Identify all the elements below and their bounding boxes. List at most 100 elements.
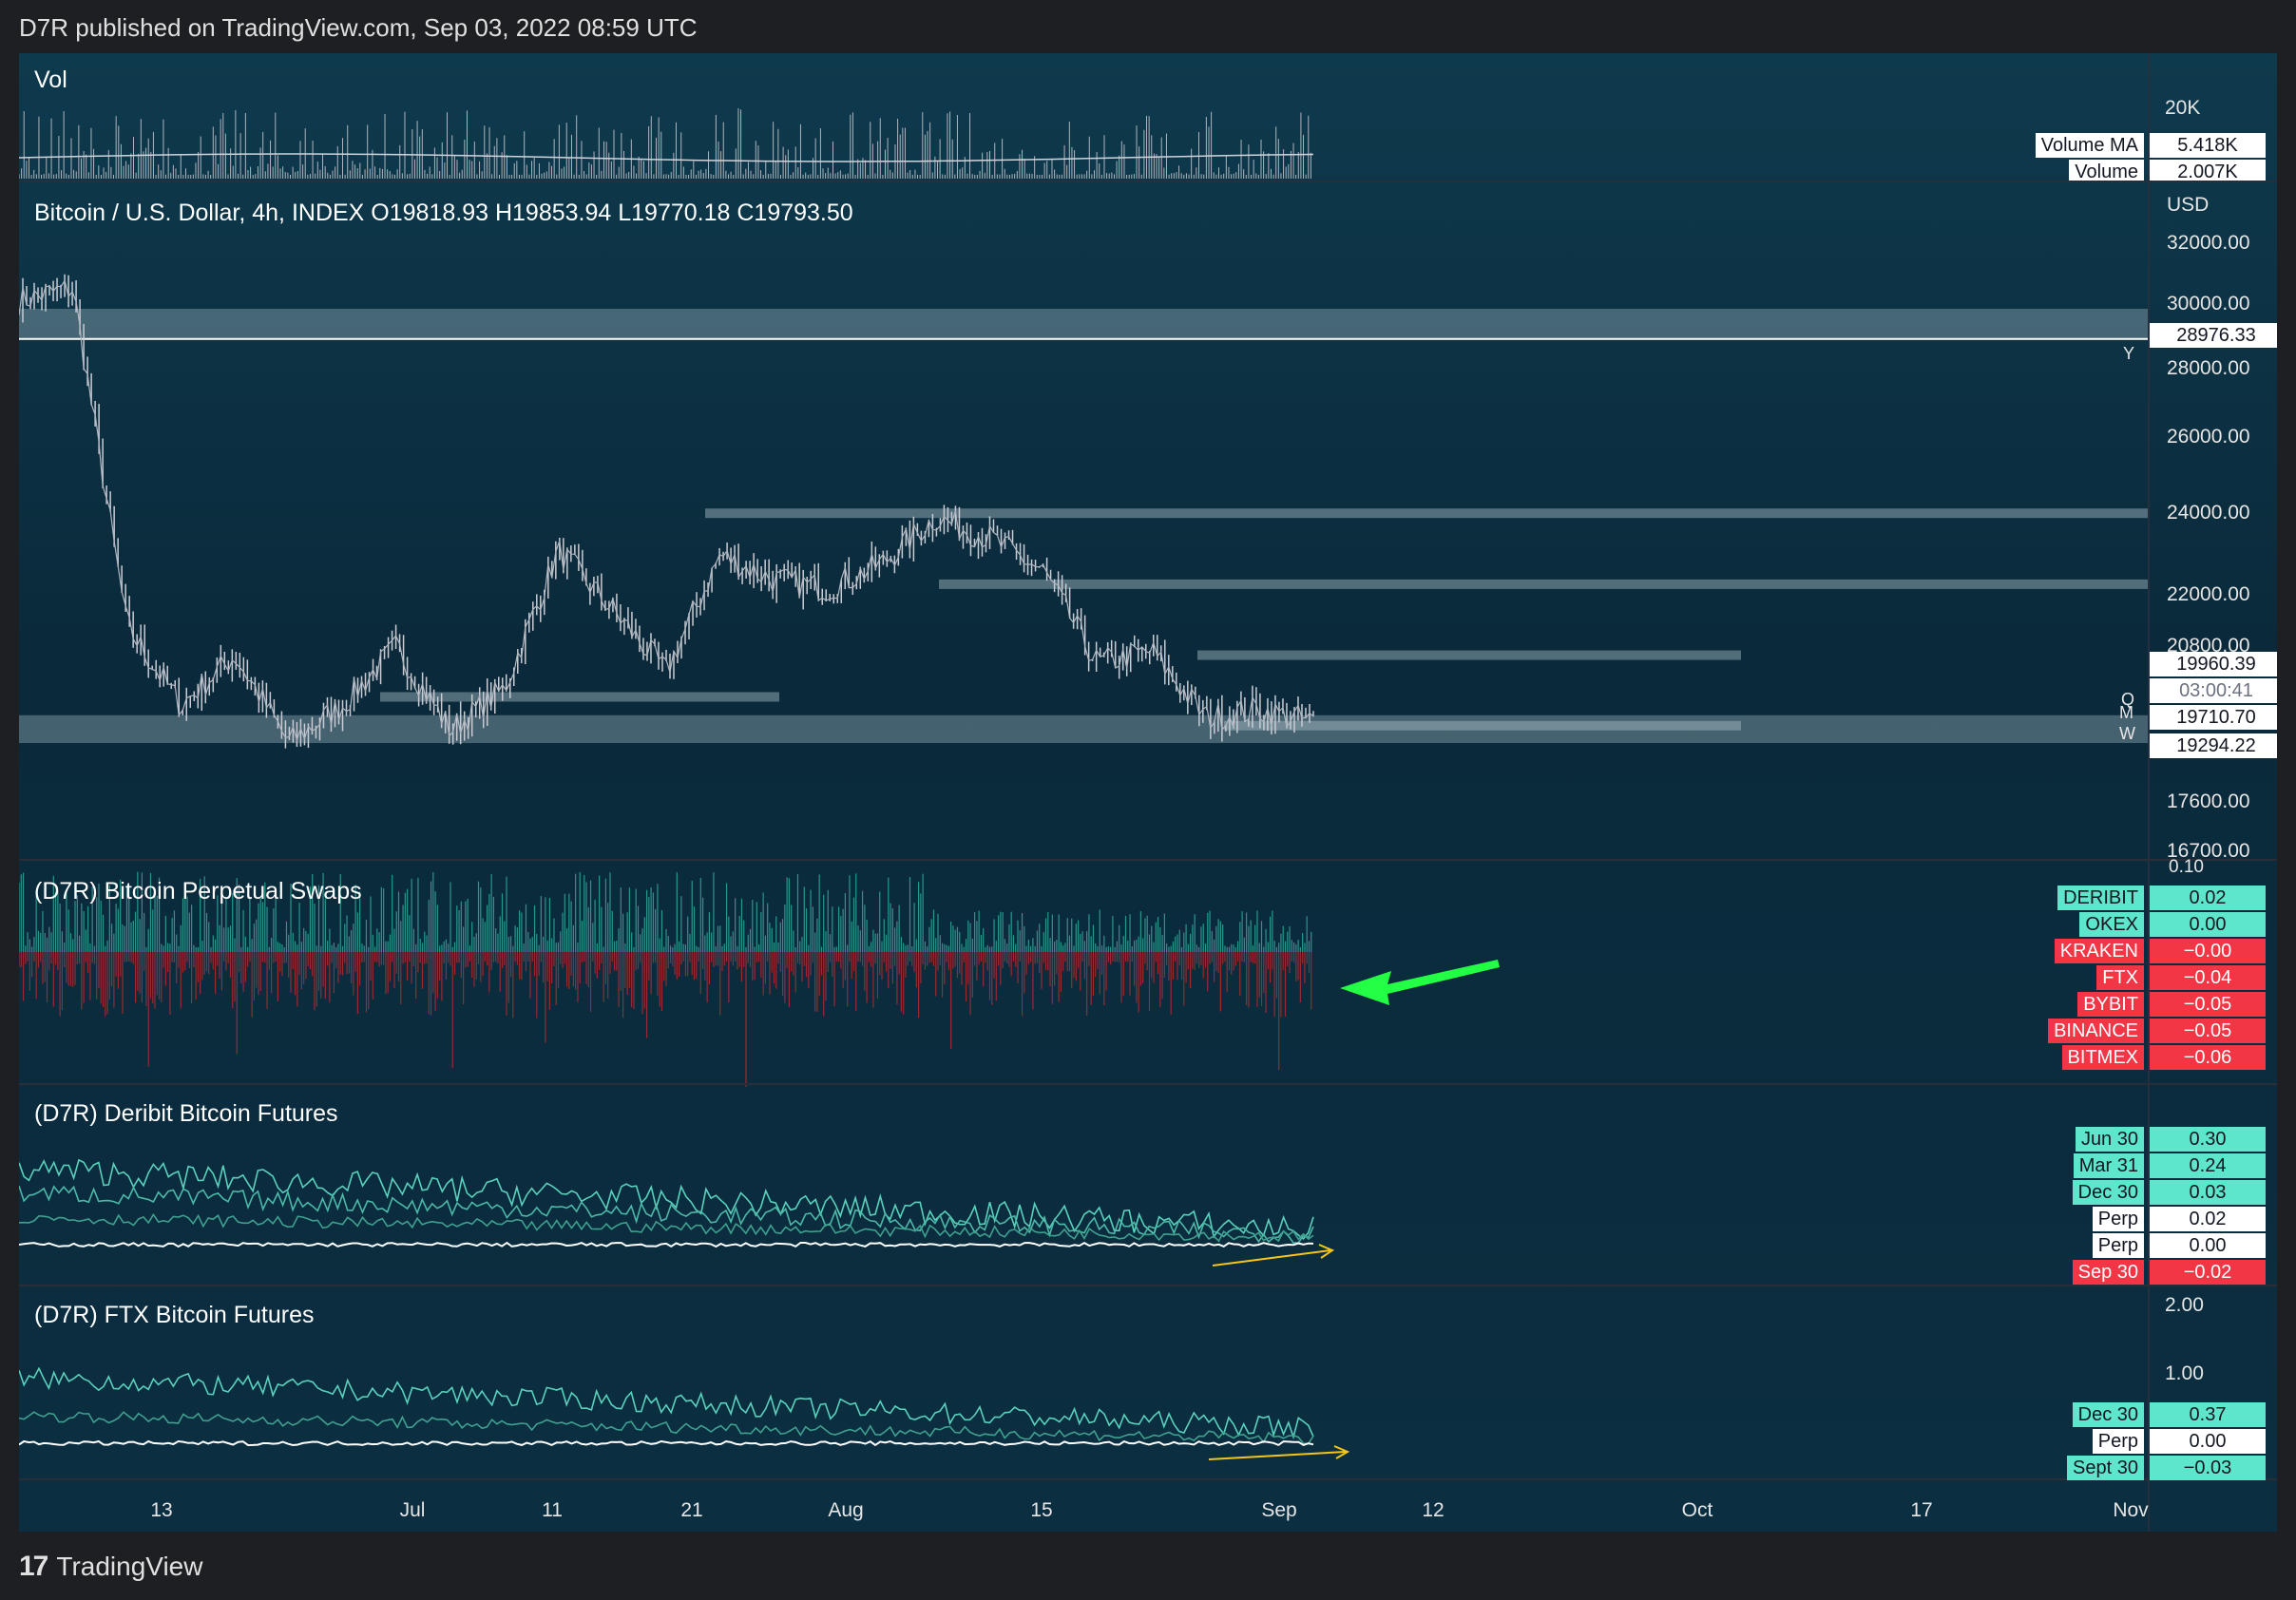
price-axis-tick: 17600.00 xyxy=(2167,790,2250,812)
ftx-sept30-line xyxy=(19,1411,1314,1445)
level-marker-m: M xyxy=(2119,703,2133,722)
ftx-legend-label: Dec 30 xyxy=(2072,1402,2144,1427)
volume-ma-value: 5.418K xyxy=(2150,133,2266,158)
bar-countdown-label: 03:00:41 xyxy=(2150,678,2277,703)
price-level-band xyxy=(1197,650,1741,660)
volume-ma-line xyxy=(19,153,1314,162)
swaps-legend-label: BINANCE xyxy=(2048,1019,2144,1043)
swaps-legend-value: −0.00 xyxy=(2150,939,2266,963)
price-axis-tick: 26000.00 xyxy=(2167,426,2250,448)
ftx-axis-tick: 1.00 xyxy=(2165,1362,2204,1384)
x-axis-tick: Oct xyxy=(1681,1499,1713,1521)
deribit-legend-label: Mar 31 xyxy=(2073,1153,2144,1178)
footer-brand[interactable]: 17 TradingView xyxy=(19,1551,202,1583)
swaps-legend-label: KRAKEN xyxy=(2054,939,2144,963)
swaps-legend-label: FTX xyxy=(2096,965,2144,990)
deribit-legend-label: Sep 30 xyxy=(2072,1260,2144,1285)
x-axis-tick: Sep xyxy=(1261,1499,1297,1521)
swaps-legend-value: 0.02 xyxy=(2150,886,2266,910)
x-axis-tick: Aug xyxy=(828,1499,864,1521)
swaps-axis-tick: 0.10 xyxy=(2169,857,2204,877)
ftx-trend-arrow-head xyxy=(1333,1445,1350,1459)
monthly-level-label: 19710.70 xyxy=(2150,705,2277,730)
pane-separator-swaps[interactable] xyxy=(19,1083,2277,1085)
level-marker-w: W xyxy=(2119,724,2135,743)
price-axis-tick: 28000.00 xyxy=(2167,357,2250,379)
ftx-dec30-line xyxy=(19,1366,1314,1440)
deribit-legend-value: 0.03 xyxy=(2150,1180,2266,1205)
swaps-legend-value: 0.00 xyxy=(2150,912,2266,937)
price-zone-w xyxy=(19,714,2148,744)
deribit-trend-arrow xyxy=(1212,1249,1331,1267)
green-arrow-icon xyxy=(1340,960,1500,1005)
ftx-axis-tick: 2.00 xyxy=(2165,1294,2204,1316)
ftx-perp-line xyxy=(19,1439,1314,1447)
x-axis-tick: Nov xyxy=(2113,1499,2149,1521)
x-axis-tick: 15 xyxy=(1030,1499,1053,1521)
ftx-legend-label: Perp xyxy=(2092,1429,2144,1454)
swaps-pane-title[interactable]: (D7R) Bitcoin Perpetual Swaps xyxy=(34,878,362,905)
pane-separator-vol[interactable] xyxy=(19,181,2277,182)
deribit-jun30-line xyxy=(19,1158,1314,1241)
tradingview-brand-text: TradingView xyxy=(56,1552,203,1581)
deribit-legend-value: 0.00 xyxy=(2150,1233,2266,1258)
pane-separator-ftx[interactable] xyxy=(19,1478,2277,1480)
swaps-legend-value: −0.05 xyxy=(2150,992,2266,1017)
ftx-legend-value: −0.03 xyxy=(2150,1456,2266,1480)
price-axis-tick: 22000.00 xyxy=(2167,583,2250,605)
ftx-legend-value: 0.37 xyxy=(2150,1402,2266,1427)
swaps-legend-label: BYBIT xyxy=(2077,992,2144,1017)
price-level-band xyxy=(939,579,2148,589)
price-level-band xyxy=(705,508,2148,519)
swaps-legend-value: −0.05 xyxy=(2150,1019,2266,1043)
price-level-band xyxy=(380,692,779,702)
deribit-legend-label: Perp xyxy=(2092,1233,2144,1258)
price-axis-tick: 30000.00 xyxy=(2167,293,2250,314)
deribit-legend-label: Jun 30 xyxy=(2075,1127,2144,1152)
ftx-trend-arrow xyxy=(1208,1451,1347,1460)
volume-ma-label: Volume MA xyxy=(2035,133,2144,158)
deribit-dec30-line xyxy=(19,1212,1314,1243)
price-axis-tick: 20800.00 xyxy=(2167,635,2250,657)
ftx-pane-title[interactable]: (D7R) FTX Bitcoin Futures xyxy=(34,1302,315,1328)
yearly-level-label: 28976.33 xyxy=(2150,323,2277,348)
x-axis-tick: 12 xyxy=(1422,1499,1445,1521)
x-axis-tick: Jul xyxy=(399,1499,426,1521)
level-marker-q: Q xyxy=(2121,690,2135,709)
deribit-pane-title[interactable]: (D7R) Deribit Bitcoin Futures xyxy=(34,1100,338,1127)
price-level-band xyxy=(1224,720,1741,731)
last-price-label: 19960.39 xyxy=(2150,652,2277,676)
pane-separator-deribit[interactable] xyxy=(19,1285,2277,1286)
swaps-legend-label: BITMEX xyxy=(2061,1045,2144,1070)
vol-pane-title[interactable]: Vol xyxy=(34,67,67,93)
tradingview-logo-icon: 17 xyxy=(19,1551,48,1582)
deribit-legend-value: 0.30 xyxy=(2150,1127,2266,1152)
price-pane-title[interactable]: Bitcoin / U.S. Dollar, 4h, INDEX O19818.… xyxy=(34,200,853,226)
swaps-legend-value: −0.04 xyxy=(2150,965,2266,990)
deribit-legend-value: −0.02 xyxy=(2150,1260,2266,1285)
deribit-mar31-line xyxy=(19,1185,1314,1244)
x-axis-tick: 21 xyxy=(680,1499,703,1521)
x-axis-tick: 11 xyxy=(542,1499,563,1521)
x-axis-tick: 13 xyxy=(150,1499,173,1521)
pane-separator-price[interactable] xyxy=(19,859,2277,861)
price-axis-currency[interactable]: USD xyxy=(2167,194,2210,216)
swaps-legend-value: −0.06 xyxy=(2150,1045,2266,1070)
price-axis-tick: 24000.00 xyxy=(2167,502,2250,524)
ftx-legend-label: Sept 30 xyxy=(2067,1456,2144,1480)
ftx-legend-value: 0.00 xyxy=(2150,1429,2266,1454)
swaps-legend-label: DERIBIT xyxy=(2057,886,2144,910)
deribit-trend-arrow-head xyxy=(1318,1244,1335,1259)
chart-canvas[interactable] xyxy=(19,53,2277,1532)
price-series-line xyxy=(19,278,1314,742)
x-axis-tick: 17 xyxy=(1910,1499,1933,1521)
chart-area[interactable]: Vol Bitcoin / U.S. Dollar, 4h, INDEX O19… xyxy=(19,53,2277,1532)
deribit-legend-value: 0.02 xyxy=(2150,1207,2266,1231)
price-axis-tick: 32000.00 xyxy=(2167,232,2250,254)
weekly-level-label: 19294.22 xyxy=(2150,733,2277,758)
vol-axis-tick: 20K xyxy=(2165,97,2201,119)
publish-header: D7R published on TradingView.com, Sep 03… xyxy=(19,13,698,42)
price-zone-y xyxy=(19,308,2148,339)
volume-label: Volume xyxy=(2069,160,2144,182)
deribit-legend-label: Dec 30 xyxy=(2072,1180,2144,1205)
